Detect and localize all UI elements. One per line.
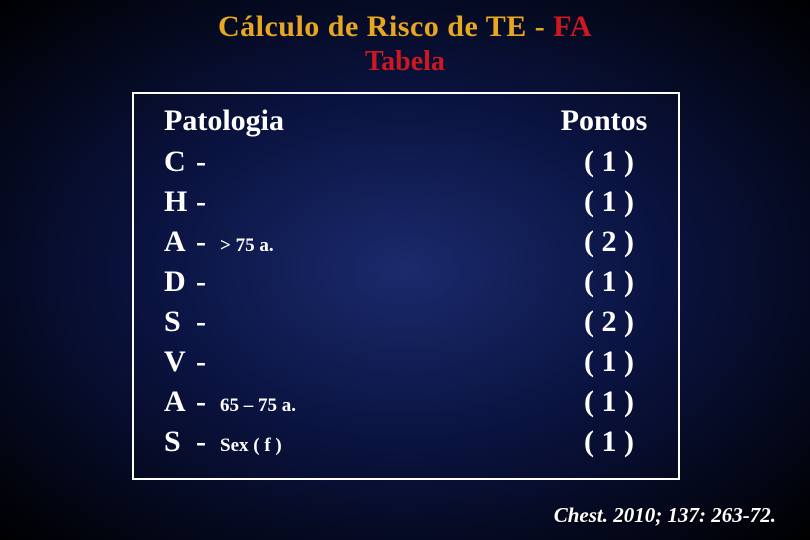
title-dash: - bbox=[527, 10, 554, 43]
row-dash: - bbox=[196, 422, 220, 461]
title-part1: Cálculo de Risco de TE bbox=[218, 10, 527, 43]
table-row: A - > 75 a. ( 2 ) bbox=[164, 222, 654, 262]
table-row: S - ( 2 ) bbox=[164, 302, 654, 342]
row-dash: - bbox=[196, 302, 220, 341]
table-row: V - ( 1 ) bbox=[164, 342, 654, 382]
title-part2: FA bbox=[553, 10, 592, 43]
row-dash: - bbox=[196, 382, 220, 421]
row-detail: Sex ( f ) bbox=[220, 434, 564, 459]
slide: Cálculo de Risco de TE - FA Tabela Patol… bbox=[0, 0, 810, 540]
table-row: H - ( 1 ) bbox=[164, 182, 654, 222]
row-dash: - bbox=[196, 262, 220, 301]
row-dash: - bbox=[196, 342, 220, 381]
row-points: ( 2 ) bbox=[564, 222, 654, 261]
row-letter: C bbox=[164, 142, 196, 181]
row-letter: D bbox=[164, 262, 196, 301]
header-patologia: Patologia bbox=[164, 104, 284, 138]
row-letter: V bbox=[164, 342, 196, 381]
row-letter: S bbox=[164, 422, 196, 461]
content-box: Patologia Pontos C - ( 1 ) H - ( 1 ) A -… bbox=[132, 92, 680, 480]
row-letter: S bbox=[164, 302, 196, 341]
row-letter: A bbox=[164, 382, 196, 421]
subtitle: Tabela bbox=[0, 46, 810, 78]
row-points: ( 1 ) bbox=[564, 182, 654, 221]
header-row: Patologia Pontos bbox=[164, 104, 654, 138]
row-dash: - bbox=[196, 142, 220, 181]
row-dash: - bbox=[196, 222, 220, 261]
table-row: D - ( 1 ) bbox=[164, 262, 654, 302]
row-points: ( 1 ) bbox=[564, 382, 654, 421]
table-row: A - 65 – 75 a. ( 1 ) bbox=[164, 382, 654, 422]
row-points: ( 2 ) bbox=[564, 302, 654, 341]
row-letter: H bbox=[164, 182, 196, 221]
row-detail: > 75 a. bbox=[220, 234, 564, 259]
row-letter: A bbox=[164, 222, 196, 261]
row-dash: - bbox=[196, 182, 220, 221]
row-points: ( 1 ) bbox=[564, 142, 654, 181]
header-pontos: Pontos bbox=[554, 104, 654, 138]
table-row: C - ( 1 ) bbox=[164, 142, 654, 182]
row-points: ( 1 ) bbox=[564, 262, 654, 301]
rows-container: C - ( 1 ) H - ( 1 ) A - > 75 a. ( 2 ) D … bbox=[164, 142, 654, 462]
row-points: ( 1 ) bbox=[564, 422, 654, 461]
row-points: ( 1 ) bbox=[564, 342, 654, 381]
table-row: S - Sex ( f ) ( 1 ) bbox=[164, 422, 654, 462]
citation: Chest. 2010; 137: 263-72. bbox=[554, 503, 776, 528]
title: Cálculo de Risco de TE - FA bbox=[0, 0, 810, 44]
row-detail: 65 – 75 a. bbox=[220, 394, 564, 419]
